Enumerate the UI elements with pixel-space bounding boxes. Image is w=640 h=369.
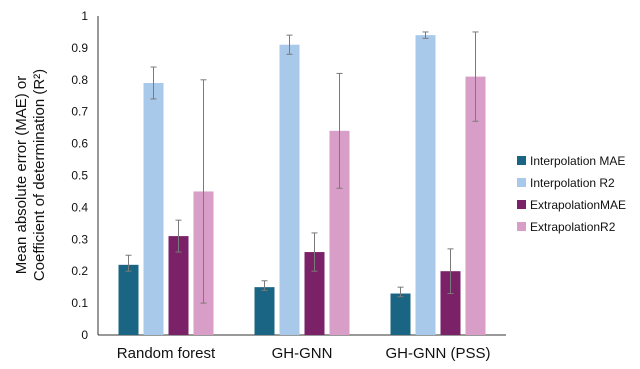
bar (440, 271, 461, 335)
x-tick-label: GH-GNN (PSS) (386, 345, 491, 362)
bar (415, 35, 436, 335)
x-tick-label: GH-GNN (272, 345, 333, 362)
plot-area: 0 0.1 0.2 0.3 0.4 0.5 0.6 0.7 0.8 0.9 1 Random fore… (71, 9, 506, 362)
legend-swatch (517, 200, 526, 209)
y-tick-label: 0.5 (71, 169, 88, 183)
bar (304, 252, 325, 335)
y-tick-label: 1 (81, 9, 88, 23)
y-axis-label: Mean absolute error (MAE) or Coefficient… (13, 69, 48, 281)
bar (465, 76, 486, 336)
y-tick-label: 0.1 (71, 296, 88, 310)
y-tick-label: 0.9 (71, 41, 88, 55)
legend-label: ExtrapolationR2 (530, 220, 616, 234)
legend-label: Interpolation MAE (530, 154, 625, 168)
y-tick-label: 0 (81, 328, 88, 342)
y-tick-label: 0.7 (71, 105, 88, 119)
legend-label: ExtrapolationMAE (530, 198, 626, 212)
y-axis-label-line-2: Coefficient of determination (R²) (31, 69, 48, 281)
bar (143, 82, 164, 336)
y-tick-label: 0.6 (71, 137, 88, 151)
bar (168, 236, 189, 335)
x-tick-label: Random forest (117, 345, 216, 362)
y-tick-label: 0.3 (71, 232, 88, 246)
bar (118, 264, 139, 335)
legend-swatch (517, 222, 526, 231)
y-tick-label: 0.4 (71, 200, 88, 214)
legend-swatch (517, 156, 526, 165)
bar (390, 293, 411, 335)
bar (279, 44, 300, 336)
y-axis-label-line-1: Mean absolute error (MAE) or (13, 76, 30, 274)
bar (329, 130, 350, 335)
y-tick-label: 0.8 (71, 73, 88, 87)
legend-label: Interpolation R2 (530, 176, 615, 190)
bar (254, 287, 275, 335)
legend: Interpolation MAE Interpolation R2 Extrapo… (517, 154, 626, 234)
y-tick-label: 0.2 (71, 264, 88, 278)
legend-swatch (517, 178, 526, 187)
